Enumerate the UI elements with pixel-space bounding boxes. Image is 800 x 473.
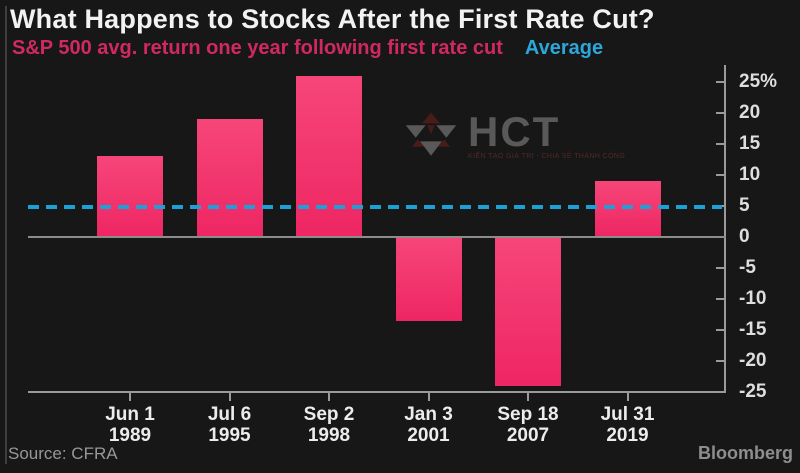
x-axis-label-line: 2001: [407, 425, 450, 446]
bar-jan-3-2001: [395, 237, 462, 321]
y-axis-tick-label: 5: [739, 195, 750, 216]
y-axis-tick: [716, 143, 725, 145]
x-axis-label-line: Sep 2: [303, 404, 355, 425]
y-axis-tick-label: 0: [739, 226, 750, 247]
x-axis-label-line: Jul 31: [600, 404, 655, 425]
watermark: HCT KIẾN TẠO GIÁ TRỊ - CHIA SẺ THÀNH CÔN…: [404, 110, 625, 162]
bar-jul-6-1995: [196, 119, 263, 237]
x-axis-label: Jul 6 1995: [180, 404, 280, 446]
x-axis-label-line: 2019: [606, 425, 649, 446]
watermark-tagline: KIẾN TẠO GIÁ TRỊ - CHIA SẺ THÀNH CÔNG: [468, 153, 626, 160]
y-axis-tick: [716, 329, 725, 331]
x-axis-tick: [427, 393, 430, 401]
y-axis-tick-label: 15: [739, 133, 761, 154]
y-axis-tick: [716, 81, 725, 83]
y-axis-tick: [716, 267, 725, 269]
x-axis-tick: [527, 393, 529, 401]
y-axis-tick: [716, 360, 725, 362]
x-axis-tick: [328, 393, 330, 401]
y-axis-tick: [716, 112, 725, 114]
x-axis-label-line: 1989: [108, 425, 152, 446]
y-axis-tick-label: -15: [739, 319, 767, 340]
average-line: [28, 205, 722, 210]
x-axis-label: Jun 1 1989: [80, 404, 180, 446]
x-axis-tick: [129, 393, 131, 401]
y-axis-tick-label: -5: [739, 257, 756, 278]
bar-sep-18-2007: [495, 237, 561, 386]
bar-jun-1-1989: [97, 156, 163, 237]
bloomberg-logo: Bloomberg: [697, 443, 793, 463]
y-axis-tick-label: 10: [739, 164, 761, 185]
x-axis-tick: [228, 393, 231, 401]
x-axis-label-line: Jun 1: [105, 404, 155, 425]
legend-average-label: Average: [524, 37, 604, 59]
x-axis-label-line: 2007: [506, 425, 550, 446]
x-axis-tick: [626, 393, 629, 401]
source-credit: Source: CFRA: [8, 444, 118, 463]
watermark-logo-icon: [405, 112, 457, 156]
x-axis-label-line: Jan 3: [404, 404, 453, 425]
x-axis-baseline: [28, 391, 726, 393]
y-axis-tick-label: -10: [739, 288, 767, 309]
x-axis-label-line: 1995: [208, 425, 251, 446]
left-frame-edge: [5, 6, 7, 464]
y-axis-tick: [716, 174, 725, 176]
y-axis-tick-label: -25: [739, 381, 767, 402]
y-axis-line: [724, 65, 726, 393]
x-axis-label-line: 1998: [307, 425, 351, 446]
zero-line: [28, 236, 726, 238]
x-axis-label-line: Sep 18: [497, 404, 559, 425]
y-axis-tick-label: -20: [739, 350, 767, 371]
x-axis-label: Sep 18 2007: [478, 404, 578, 446]
y-axis-tick-label: 20: [739, 102, 761, 123]
chart-title: What Happens to Stocks After the First R…: [10, 4, 655, 34]
bar-sep-2-1998: [296, 75, 362, 237]
x-axis-label: Sep 2 1998: [279, 404, 379, 446]
x-axis-label: Jan 3 2001: [379, 404, 479, 446]
y-axis-tick-label: 25%: [739, 71, 778, 92]
x-axis-label: Jul 31 2019: [578, 404, 678, 446]
y-axis-tick: [716, 298, 725, 300]
subtitle-row: S&P 500 avg. return one year following f…: [12, 37, 603, 60]
x-axis-label-line: Jul 6: [207, 404, 252, 425]
chart-subtitle: S&P 500 avg. return one year following f…: [12, 37, 503, 59]
watermark-text: HCT: [468, 108, 561, 155]
